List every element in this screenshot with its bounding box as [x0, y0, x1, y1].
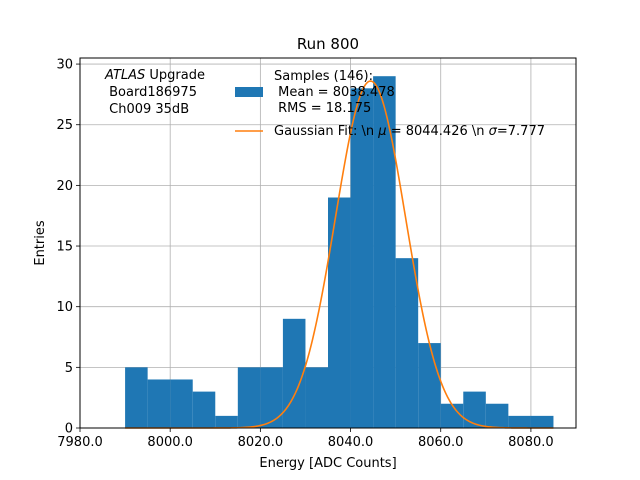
x-tick-label: 8080.0 [508, 435, 554, 450]
legend-fit-sigma: σ [489, 124, 498, 139]
histogram-bar [485, 403, 509, 428]
y-tick-label: 20 [56, 179, 73, 194]
histogram-bar [215, 415, 238, 428]
annotation-upgrade: Upgrade [145, 68, 205, 83]
y-tick-label: 25 [56, 118, 73, 133]
legend-hist-line-2: Mean = 8038.478 [274, 85, 395, 100]
histogram-bar [440, 403, 464, 428]
histogram-bar [125, 367, 148, 428]
annotation-channel: Ch009 35dB [105, 102, 189, 117]
y-axis-ticks: 0 5 10 15 20 25 30 [56, 58, 80, 437]
annotation-atlas: ATLAS [104, 68, 145, 83]
annotation-line-1: ATLAS Upgrade [104, 68, 205, 83]
histogram-bars [125, 76, 554, 429]
histogram-bar [418, 343, 441, 428]
histogram-bar [530, 415, 554, 428]
histogram-bar [305, 367, 328, 428]
annotation: ATLAS Upgrade Board186975 Ch009 35dB [104, 68, 205, 117]
histogram-bar [147, 379, 171, 428]
histogram-bar [328, 197, 351, 428]
histogram-bar [260, 367, 283, 428]
legend: Samples (146): Mean = 8038.478 RMS = 18.… [235, 69, 545, 139]
y-tick-label: 0 [65, 422, 73, 437]
legend-fit-label: Gaussian Fit: \n μ = 8044.426 \n σ=7.777 [274, 124, 545, 139]
histogram-bar [373, 76, 396, 429]
x-tick-label: 8000.0 [147, 435, 193, 450]
y-tick-label: 10 [56, 300, 73, 315]
y-axis-label: Entries [33, 220, 48, 266]
x-axis-ticks: 7980.0 8000.0 8020.0 8040.0 8060.0 8080.0 [57, 428, 554, 450]
histogram-bar [395, 258, 419, 428]
legend-fit-prefix: Gaussian Fit: \n [274, 124, 378, 139]
histogram-bar [237, 367, 261, 428]
x-tick-label: 8060.0 [418, 435, 464, 450]
x-tick-label: 8020.0 [238, 435, 284, 450]
histogram-bar [463, 391, 486, 428]
legend-fit-mu: μ [377, 124, 386, 139]
annotation-board: Board186975 [105, 85, 197, 100]
legend-hist-line-1: Samples (146): [274, 69, 373, 84]
x-tick-label: 7980.0 [57, 435, 103, 450]
histogram-bar [170, 379, 193, 428]
y-tick-label: 30 [56, 58, 73, 73]
histogram-bar [192, 391, 216, 428]
legend-hist-swatch [235, 87, 263, 97]
legend-fit-suffix: =7.777 [497, 124, 545, 139]
plot-frame [79, 57, 577, 429]
y-tick-label: 5 [65, 361, 73, 376]
legend-hist-line-3: RMS = 18.175 [274, 101, 371, 116]
histogram-bar [350, 88, 374, 428]
x-tick-label: 8040.0 [328, 435, 374, 450]
legend-fit-mid: = 8044.426 \n [387, 124, 489, 139]
x-axis-label: Energy [ADC Counts] [259, 456, 396, 471]
histogram-bar [282, 318, 306, 428]
histogram-bar [508, 415, 531, 428]
chart-title: Run 800 [297, 35, 359, 53]
y-tick-label: 15 [56, 240, 73, 255]
